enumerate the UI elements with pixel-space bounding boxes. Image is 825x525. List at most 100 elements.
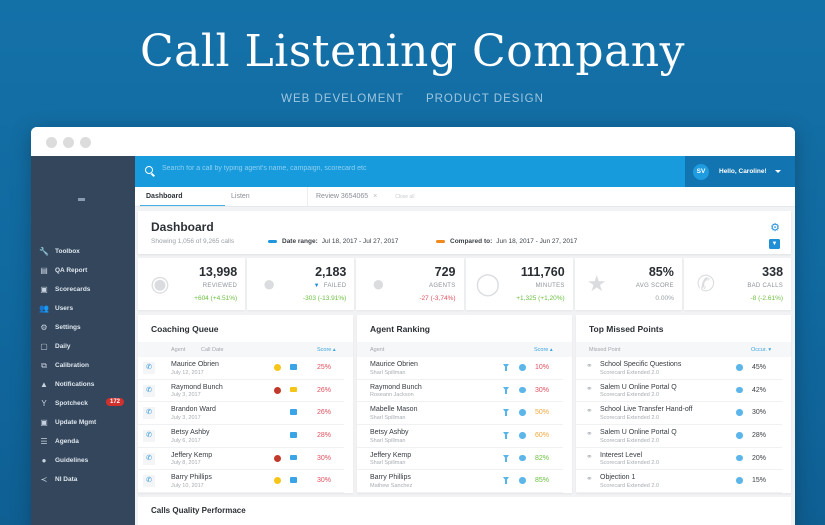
comment-icon[interactable] xyxy=(290,386,297,393)
table-row[interactable]: Maurice Obrien Sharl Spillman 10% xyxy=(357,357,563,380)
sidebar-item-guidelines[interactable]: ● Guidelines xyxy=(31,451,135,470)
table-row[interactable]: ✆ Betsy Ashby July 6, 2017 28% xyxy=(138,425,344,448)
user-menu[interactable]: SV Hello, Caroline! xyxy=(685,156,795,187)
table-row[interactable]: ✆ Maurice Obrien July 12, 2017 25% xyxy=(138,357,344,380)
phone-icon[interactable]: ✆ xyxy=(143,430,155,443)
flag-icon[interactable] xyxy=(274,454,281,462)
search-icon[interactable] xyxy=(145,166,153,174)
tab-listen[interactable]: Listen xyxy=(231,193,250,200)
info-icon[interactable] xyxy=(519,386,526,394)
window-maximize-dot[interactable] xyxy=(80,137,91,148)
phone-icon[interactable]: ✆ xyxy=(143,475,155,488)
info-icon[interactable] xyxy=(519,409,526,416)
table-row[interactable]: Jeffery Kemp Sharl Spillman 82% xyxy=(357,448,563,471)
chevron-down-icon[interactable] xyxy=(774,170,781,173)
info-icon[interactable] xyxy=(519,477,526,484)
menu-toggle-icon[interactable] xyxy=(78,198,85,201)
info-icon[interactable] xyxy=(519,454,526,462)
search-input[interactable] xyxy=(162,165,642,172)
info-icon[interactable] xyxy=(736,386,743,394)
filter-button[interactable]: ▼ xyxy=(769,239,780,249)
table-row[interactable]: ⚭ Salem U Online Portal Q Scorecard Exte… xyxy=(576,425,782,448)
sidebar-item-agenda[interactable]: ☰ Agenda xyxy=(31,432,135,451)
filter-icon[interactable] xyxy=(503,477,509,485)
sidebar-item-ni-data[interactable]: ≺ NI Data xyxy=(31,470,135,489)
col-agent[interactable]: Agent xyxy=(370,347,385,353)
window-close-dot[interactable] xyxy=(46,137,57,148)
table-row[interactable]: Betsy Ashby Sharl Spillman 60% xyxy=(357,425,563,448)
info-icon[interactable] xyxy=(736,409,743,416)
flag-icon[interactable] xyxy=(274,386,281,394)
info-icon[interactable] xyxy=(519,364,526,371)
stat-label: BAD CALLS xyxy=(747,283,784,289)
stat-card-bad-calls[interactable]: ✆ 338 BAD CALLS -8 (-2.61%) xyxy=(683,258,792,310)
comment-icon[interactable] xyxy=(290,409,297,415)
info-icon[interactable] xyxy=(736,364,743,371)
stat-card-reviewed[interactable]: ◉ 13,998 REVIEWED +604 (+4.51%) xyxy=(138,258,246,310)
flag-icon[interactable] xyxy=(274,477,281,485)
sidebar-item-calibration[interactable]: ⧉ Calibration xyxy=(31,356,135,375)
sidebar-item-spotcheck[interactable]: Y Spotcheck 172 xyxy=(31,394,135,413)
date-range-label: Date range: xyxy=(282,238,318,245)
comment-icon[interactable] xyxy=(290,454,297,461)
gear-icon[interactable]: ⚙ xyxy=(770,222,780,234)
flag-icon[interactable] xyxy=(274,364,281,371)
tab-dashboard[interactable]: Dashboard xyxy=(140,187,225,206)
col-missed-point[interactable]: Missed Point xyxy=(589,347,621,353)
table-row[interactable]: ✆ Brandon Ward July 3, 2017 26% xyxy=(138,402,344,426)
table-row[interactable]: Barry Phillips Mathew Sanchez 85% xyxy=(357,470,563,493)
close-all-link[interactable]: Close all xyxy=(395,194,415,200)
col-call-date[interactable]: Call Date xyxy=(201,347,224,353)
compare-range[interactable]: Compared to: Jun 18, 2017 - Jun 27, 2017 xyxy=(436,238,577,245)
comment-icon[interactable] xyxy=(290,432,297,438)
comment-icon[interactable] xyxy=(290,477,297,483)
sidebar-item-settings[interactable]: ⚙ Settings xyxy=(31,318,135,337)
table-row[interactable]: ⚭ Interest Level Scorecard Extended 2.0 … xyxy=(576,448,782,471)
sidebar-item-label: Calibration xyxy=(55,362,89,369)
close-tab-icon[interactable]: × xyxy=(373,193,378,200)
filter-icon[interactable] xyxy=(503,386,509,394)
filter-icon[interactable] xyxy=(503,432,509,440)
sidebar-item-users[interactable]: 👥 Users xyxy=(31,299,135,318)
col-agent[interactable]: Agent xyxy=(171,347,186,353)
sidebar-item-qa-report[interactable]: ▤ QA Report xyxy=(31,261,135,280)
avatar[interactable]: SV xyxy=(693,163,709,180)
table-row[interactable]: ⚭ Salem U Online Portal Q Scorecard Exte… xyxy=(576,380,782,403)
table-row[interactable]: ✆ Raymond Bunch July 3, 2017 26% xyxy=(138,380,344,403)
filter-icon[interactable] xyxy=(503,454,509,462)
stat-card-failed[interactable]: ● 2,183 ▼ FAILED -303 (-13.91%) xyxy=(247,258,355,310)
table-row[interactable]: ✆ Barry Phillips July 10, 2017 30% xyxy=(138,470,344,493)
col-score-sort[interactable]: Score ▴ xyxy=(317,347,336,353)
sidebar-item-daily[interactable]: ▢ Daily xyxy=(31,337,135,356)
col-score-sort[interactable]: Score ▴ xyxy=(534,347,553,353)
stat-card-agents[interactable]: ● 729 AGENTS -27 (-3,74%) xyxy=(356,258,464,310)
phone-icon[interactable]: ✆ xyxy=(143,384,155,397)
filter-icon[interactable] xyxy=(503,364,509,371)
table-row[interactable]: ⚭ Objection 1 Scorecard Extended 2.0 15% xyxy=(576,470,782,493)
sidebar-item-update-mgmt[interactable]: ▣ Update Mgmt xyxy=(31,413,135,432)
stat-card-avg-score[interactable]: ★ 85% AVG SCORE 0.00% xyxy=(574,258,682,310)
phone-icon[interactable]: ✆ xyxy=(143,407,155,420)
phone-icon[interactable]: ✆ xyxy=(143,362,155,374)
stat-card-minutes[interactable]: ◯ 111,760 MINUTES +1,325 (+1,20%) xyxy=(465,258,573,310)
table-row[interactable]: ⚭ School Live Transfer Hand-off Scorecar… xyxy=(576,402,782,426)
info-icon[interactable] xyxy=(519,432,526,439)
col-occur-sort[interactable]: Occur. ▾ xyxy=(751,347,772,353)
info-icon[interactable] xyxy=(736,454,743,462)
date-range[interactable]: Date range: Jul 18, 2017 - Jul 27, 2017 xyxy=(268,238,398,245)
table-row[interactable]: ✆ Jeffery Kemp July 8, 2017 30% xyxy=(138,448,344,471)
comment-icon[interactable] xyxy=(290,364,297,370)
sidebar-item-scorecards[interactable]: ▣ Scorecards xyxy=(31,280,135,299)
filter-icon[interactable] xyxy=(503,409,509,417)
user-greeting[interactable]: Hello, Caroline! xyxy=(719,168,767,175)
phone-icon[interactable]: ✆ xyxy=(143,452,155,465)
info-icon[interactable] xyxy=(736,477,743,484)
sidebar-item-notifications[interactable]: ▲ Notifications xyxy=(31,375,135,394)
table-row[interactable]: ⚭ School Specific Questions Scorecard Ex… xyxy=(576,357,782,380)
tab-review[interactable]: Review 3654065 xyxy=(307,187,368,206)
info-icon[interactable] xyxy=(736,432,743,439)
table-row[interactable]: Raymond Bunch Roseann Jackson 30% xyxy=(357,380,563,403)
table-row[interactable]: Mabelle Mason Sharl Spillman 50% xyxy=(357,402,563,426)
sidebar-item-toolbox[interactable]: 🔧 Toolbox xyxy=(31,242,135,261)
window-minimize-dot[interactable] xyxy=(63,137,74,148)
